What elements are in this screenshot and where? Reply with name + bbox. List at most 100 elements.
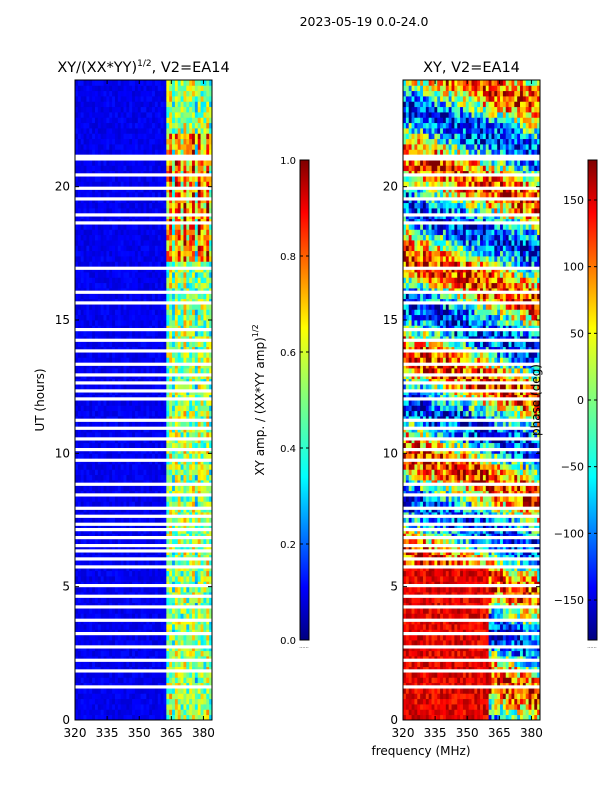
heatmap-cell [146, 208, 150, 214]
heatmap-cell [117, 661, 122, 668]
heatmap-cell [192, 453, 196, 460]
heatmap-cell [140, 496, 144, 502]
heatmap-cell [160, 560, 164, 566]
heatmap-cell [143, 309, 147, 316]
heatmap-cell [75, 474, 79, 481]
heatmap-cell [197, 634, 201, 641]
heatmap-cell [140, 421, 144, 428]
heatmap-cell [75, 634, 79, 641]
heatmap-cell [194, 442, 199, 449]
heatmap-cell [126, 405, 130, 412]
heatmap-cell [140, 453, 144, 460]
heatmap-cell [160, 234, 164, 241]
heatmap-cell [209, 282, 212, 289]
heatmap-cell [103, 704, 107, 710]
heatmap-cell [166, 597, 170, 604]
heatmap-cell [189, 304, 193, 310]
heatmap-cell [180, 304, 184, 310]
heatmap-cell [209, 250, 212, 257]
heatmap-cell [166, 234, 170, 241]
heatmap-cell [189, 320, 193, 326]
heatmap-cell [83, 538, 87, 545]
heatmap-cell [146, 709, 150, 716]
heatmap-cell [80, 368, 84, 374]
heatmap-cell [89, 352, 93, 358]
heatmap-cell [137, 229, 142, 236]
heatmap-cell [200, 624, 204, 630]
heatmap-cell [112, 560, 116, 566]
heatmap-cell [177, 229, 181, 236]
heatmap-cell [137, 597, 142, 604]
heatmap-cell [137, 485, 142, 492]
heatmap-cell [80, 613, 84, 620]
heatmap-cell [86, 576, 90, 582]
heatmap-cell [86, 410, 90, 417]
heatmap-cell [120, 688, 124, 694]
heatmap-cell [120, 453, 124, 460]
heatmap-cell [194, 421, 199, 428]
heatmap-cell [89, 640, 93, 646]
heatmap-cell [183, 421, 187, 428]
heatmap-cell [129, 224, 133, 230]
heatmap-cell [137, 586, 142, 593]
heatmap-cell [75, 485, 79, 492]
heatmap-cell [206, 677, 210, 684]
heatmap-cell [149, 485, 153, 492]
heatmap-cell [140, 272, 144, 278]
heatmap-cell [166, 421, 170, 428]
heatmap-cell [140, 538, 144, 545]
heatmap-cell [103, 256, 107, 262]
heatmap-cell [140, 613, 144, 620]
heatmap-cell [80, 330, 84, 337]
heatmap-cell [146, 304, 150, 310]
heatmap-cell [129, 400, 133, 406]
heatmap-cell [180, 192, 184, 198]
heatmap-cell [154, 469, 159, 476]
heatmap-cell [203, 597, 207, 604]
heatmap-cell [177, 485, 181, 492]
heatmap-cell [186, 570, 190, 577]
heatmap-cell [203, 474, 207, 481]
heatmap-cell [194, 640, 199, 646]
heatmap-cell [80, 672, 84, 678]
heatmap-cell [129, 650, 133, 657]
heatmap-cell [92, 202, 96, 209]
heatmap-cell [103, 714, 107, 720]
heatmap-cell [172, 501, 176, 508]
heatmap-cell [160, 576, 164, 582]
heatmap-cell [163, 661, 167, 668]
heatmap-cell [186, 330, 190, 337]
heatmap-cell [97, 261, 102, 268]
heatmap-cell [134, 576, 139, 582]
heatmap-cell [180, 608, 184, 614]
heatmap-cell [186, 613, 190, 620]
heatmap-cell [174, 453, 179, 460]
heatmap-cell [75, 560, 79, 566]
heatmap-cell [157, 208, 162, 214]
heatmap-cell [97, 192, 102, 198]
heatmap-cell [114, 464, 119, 470]
heatmap-cell [172, 597, 176, 604]
heatmap-cell [149, 421, 153, 428]
heatmap-cell [126, 661, 130, 668]
heatmap-cell [172, 634, 176, 641]
heatmap-cell [189, 474, 193, 481]
heatmap-cell [114, 352, 119, 358]
heatmap-cell [109, 501, 113, 508]
heatmap-cell [117, 181, 122, 188]
heatmap-cell [134, 586, 139, 593]
heatmap-cell [117, 229, 122, 236]
heatmap-cell [160, 261, 164, 268]
heatmap-cell [112, 304, 116, 310]
heatmap-cell [86, 469, 90, 476]
heatmap-cell [192, 165, 196, 172]
heatmap-cell [100, 277, 104, 284]
heatmap-cell [149, 624, 153, 630]
heatmap-cell [117, 709, 122, 716]
heatmap-cell [80, 272, 84, 278]
heatmap-cell [83, 693, 87, 700]
heatmap-cell [143, 320, 147, 326]
heatmap-cell [146, 400, 150, 406]
heatmap-cell [103, 309, 107, 316]
heatmap-cell [77, 661, 82, 668]
